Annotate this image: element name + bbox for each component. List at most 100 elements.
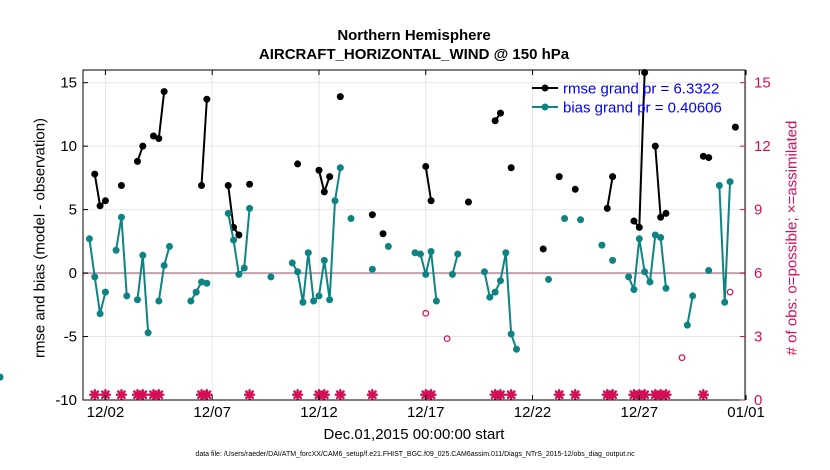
bias-point [721, 298, 729, 306]
bias-point [203, 279, 211, 287]
obs-possible-marker [726, 288, 734, 296]
bias-point [689, 292, 697, 300]
obs-assimilated-marker [99, 389, 112, 401]
y-axis-label-left: rmse and bias (model - observation) [31, 117, 49, 359]
obs-assimilated-marker [201, 389, 213, 401]
rmse-point [731, 123, 739, 131]
rmse-point [315, 166, 323, 174]
y-left-tick-label: -5 [64, 329, 77, 346]
bias-point [496, 277, 504, 285]
rmse-point [149, 132, 157, 140]
bias-point [304, 249, 312, 257]
obs-assimilated-marker [366, 389, 379, 401]
bias-point [336, 164, 344, 172]
x-tick-label: 12/27 [621, 404, 659, 421]
y-right-tick-label: 12 [754, 138, 771, 155]
bias-point [299, 298, 307, 306]
bias-point [326, 296, 334, 304]
rmse-point [651, 142, 659, 150]
rmse-point [699, 152, 707, 160]
obs-count-series [89, 288, 734, 401]
obs-assimilated-marker [137, 389, 149, 401]
rmse-point [96, 202, 104, 210]
obs-assimilated-marker [425, 389, 437, 401]
rmse-point [571, 185, 579, 193]
axis-ticks: 12/02 12/07 12/12 12/17 12/22 12/27 01/01 -10 -5… [55, 70, 771, 421]
rmse-point [336, 93, 344, 101]
x-tick-label: 12/17 [407, 404, 445, 421]
bias-point [662, 284, 670, 292]
obs-assimilated-marker [553, 389, 565, 401]
rmse-segment [424, 166, 433, 201]
bias-point [198, 278, 206, 286]
bias-point [625, 273, 633, 281]
rmse-point [368, 211, 376, 219]
rmse-point [609, 173, 617, 181]
y-right-tick-label: 15 [754, 75, 771, 92]
bias-point [705, 267, 713, 275]
y-left-tick-label: 15 [60, 75, 77, 92]
y-right-tick-label: 6 [754, 265, 762, 282]
bias-point [240, 264, 248, 272]
obs-assimilated-marker [243, 389, 256, 401]
bias-point [683, 321, 691, 329]
bias-point [139, 251, 147, 259]
obs-possible-marker [678, 354, 686, 362]
bias-point [416, 250, 424, 258]
bias-point [726, 178, 734, 186]
rmse-point [662, 209, 670, 217]
obs-assimilated-marker [606, 389, 619, 401]
bias-point [165, 242, 173, 250]
obs-assimilated-marker [494, 389, 507, 401]
x-axis-label: Dec.01,2015 00:00:00 start [323, 426, 505, 443]
legend-marker [541, 84, 549, 92]
legend: rmse grand pr = 6.3322 bias grand pr = 0.… [532, 81, 722, 117]
bias-point [448, 270, 456, 278]
rmse-point [507, 164, 515, 172]
y-left-tick-label: 0 [69, 265, 77, 282]
obs-assimilated-marker [89, 389, 101, 401]
bias-point [384, 242, 392, 250]
bias-point [577, 216, 585, 224]
rmse-point [635, 223, 643, 231]
plot-frame [82, 69, 746, 401]
bias-point [96, 310, 104, 318]
bias-point [411, 249, 419, 257]
obs-assimilated-marker [153, 389, 165, 401]
obs-assimilated-marker [505, 389, 517, 401]
bias-segment [686, 295, 694, 326]
bias-point [609, 256, 617, 264]
bias-point [160, 261, 168, 269]
bias-point [502, 249, 510, 257]
rmse-point [320, 188, 328, 196]
rmse-point [422, 162, 430, 170]
bias-segment [291, 167, 342, 304]
bias-point [117, 213, 125, 221]
bias-point [561, 215, 569, 222]
rmse-point [496, 109, 504, 117]
bias-point [598, 241, 606, 249]
bias-point [331, 197, 339, 205]
rmse-point [326, 173, 334, 181]
bias-point [315, 292, 323, 300]
obs-possible-marker [422, 309, 430, 317]
bias-point [635, 235, 643, 243]
rmse-point [427, 197, 435, 205]
obs-assimilated-marker [115, 389, 128, 401]
bias-point [235, 270, 243, 278]
bias-point [486, 293, 494, 301]
bias-series [0, 164, 734, 381]
x-tick-label: 12/12 [300, 404, 338, 421]
bias-point [123, 292, 131, 300]
rmse-point [203, 95, 211, 103]
x-tick-label: 12/07 [193, 404, 231, 421]
bias-point [641, 268, 649, 276]
bias-point [422, 270, 430, 278]
rmse-point [657, 213, 665, 221]
obs-assimilated-marker [569, 389, 581, 401]
rmse-point [101, 197, 109, 205]
rmse-segment [200, 99, 208, 186]
rmse-series [91, 69, 739, 253]
rmse-point [155, 135, 163, 143]
rmse-point [705, 154, 713, 162]
